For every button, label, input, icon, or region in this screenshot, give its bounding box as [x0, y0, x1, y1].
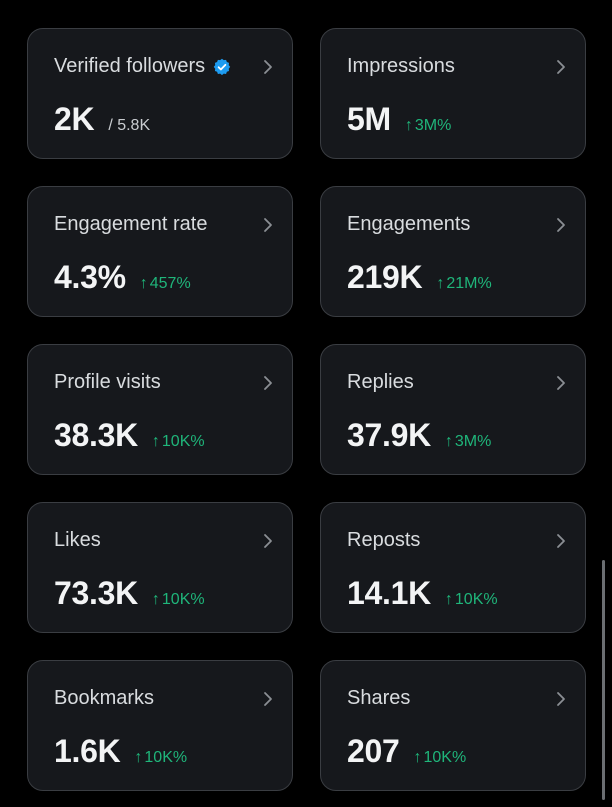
- chevron-right-icon: [557, 376, 565, 390]
- card-profile-visits[interactable]: Profile visits 38.3K ↑ 10K%: [27, 344, 293, 475]
- card-value-row: 14.1K ↑ 10K%: [347, 575, 498, 612]
- arrow-up-icon: ↑: [444, 591, 453, 608]
- card-likes[interactable]: Likes 73.3K ↑ 10K%: [27, 502, 293, 633]
- card-value: 38.3K: [54, 417, 138, 453]
- card-value-row: 1.6K ↑ 10K%: [54, 733, 187, 770]
- card-delta-value: 3M%: [454, 433, 492, 450]
- arrow-up-icon: ↑: [139, 275, 148, 292]
- card-engagements[interactable]: Engagements 219K ↑ 21M%: [320, 186, 586, 317]
- card-value-row: 207 ↑ 10K%: [347, 733, 466, 770]
- card-engagement-rate[interactable]: Engagement rate 4.3% ↑ 457%: [27, 186, 293, 317]
- arrow-up-icon: ↑: [444, 433, 453, 450]
- card-value: 5M: [347, 101, 391, 137]
- card-label: Profile visits: [54, 371, 161, 393]
- card-label-wrapper: Replies: [347, 371, 414, 394]
- card-label-wrapper: Engagement rate: [54, 213, 207, 236]
- card-value-row: 5M ↑ 3M%: [347, 101, 451, 138]
- card-label: Likes: [54, 529, 101, 551]
- arrow-up-icon: ↑: [134, 749, 143, 766]
- chevron-right-icon: [264, 60, 272, 74]
- card-delta-value: 10K%: [161, 433, 205, 450]
- arrow-up-icon: ↑: [151, 433, 160, 450]
- verified-badge-icon: [213, 58, 231, 75]
- chevron-right-icon: [557, 60, 565, 74]
- card-label: Reposts: [347, 529, 421, 551]
- card-shares[interactable]: Shares 207 ↑ 10K%: [320, 660, 586, 791]
- card-delta: ↑ 3M%: [405, 117, 451, 135]
- card-delta-value: 10K%: [144, 749, 188, 766]
- card-delta: ↑ 21M%: [436, 275, 491, 293]
- card-impressions[interactable]: Impressions 5M ↑ 3M%: [320, 28, 586, 159]
- card-delta-value: 457%: [149, 275, 191, 292]
- card-label: Verified followers: [54, 55, 206, 77]
- card-delta-value: 10K%: [423, 749, 467, 766]
- card-delta-value: 10K%: [454, 591, 498, 608]
- card-reposts[interactable]: Reposts 14.1K ↑ 10K%: [320, 502, 586, 633]
- analytics-grid: Verified followers 2K / 5.8K Impressions…: [27, 28, 586, 791]
- card-label-wrapper: Impressions: [347, 55, 455, 78]
- card-subvalue: / 5.8K: [108, 117, 151, 134]
- chevron-right-icon: [264, 376, 272, 390]
- card-label: Bookmarks: [54, 687, 155, 709]
- chevron-right-icon: [264, 218, 272, 232]
- card-value: 14.1K: [347, 575, 431, 611]
- card-bookmarks[interactable]: Bookmarks 1.6K ↑ 10K%: [27, 660, 293, 791]
- card-value-row: 37.9K ↑ 3M%: [347, 417, 491, 454]
- card-delta: ↑ 10K%: [152, 591, 205, 609]
- card-value-row: 2K / 5.8K: [54, 101, 150, 138]
- chevron-right-icon: [557, 534, 565, 548]
- card-value-row: 4.3% ↑ 457%: [54, 259, 191, 296]
- card-label-wrapper: Profile visits: [54, 371, 161, 394]
- arrow-up-icon: ↑: [436, 275, 445, 292]
- card-value: 4.3%: [54, 259, 126, 295]
- card-label: Shares: [347, 687, 411, 709]
- card-delta-value: 10K%: [161, 591, 205, 608]
- card-verified-followers[interactable]: Verified followers 2K / 5.8K: [27, 28, 293, 159]
- card-delta: ↑ 10K%: [445, 591, 498, 609]
- card-value-row: 38.3K ↑ 10K%: [54, 417, 205, 454]
- card-label-wrapper: Verified followers: [54, 55, 231, 78]
- arrow-up-icon: ↑: [404, 117, 413, 134]
- card-value: 73.3K: [54, 575, 138, 611]
- chevron-right-icon: [264, 692, 272, 706]
- card-label-wrapper: Engagements: [347, 213, 470, 236]
- card-label: Impressions: [347, 55, 455, 77]
- card-delta-value: 21M%: [446, 275, 492, 292]
- card-value: 207: [347, 733, 400, 769]
- card-delta: ↑ 10K%: [414, 749, 467, 767]
- card-value: 1.6K: [54, 733, 121, 769]
- card-delta: ↑ 457%: [140, 275, 191, 293]
- card-value-row: 73.3K ↑ 10K%: [54, 575, 205, 612]
- arrow-up-icon: ↑: [151, 591, 160, 608]
- card-label-wrapper: Reposts: [347, 529, 420, 552]
- card-label-wrapper: Shares: [347, 687, 410, 710]
- card-label-wrapper: Bookmarks: [54, 687, 154, 710]
- card-value: 2K: [54, 101, 95, 137]
- card-label: Engagement rate: [54, 213, 208, 235]
- card-label: Replies: [347, 371, 414, 393]
- card-label-wrapper: Likes: [54, 529, 101, 552]
- chevron-right-icon: [557, 692, 565, 706]
- card-replies[interactable]: Replies 37.9K ↑ 3M%: [320, 344, 586, 475]
- card-delta: ↑ 10K%: [134, 749, 187, 767]
- chevron-right-icon: [264, 534, 272, 548]
- card-value-row: 219K ↑ 21M%: [347, 259, 492, 296]
- arrow-up-icon: ↑: [413, 749, 422, 766]
- card-label: Engagements: [347, 213, 471, 235]
- card-delta-value: 3M%: [414, 117, 452, 134]
- chevron-right-icon: [557, 218, 565, 232]
- scrollbar[interactable]: [602, 560, 605, 800]
- card-value: 219K: [347, 259, 423, 295]
- card-value: 37.9K: [347, 417, 431, 453]
- card-delta: ↑ 10K%: [152, 433, 205, 451]
- card-delta: ↑ 3M%: [445, 433, 491, 451]
